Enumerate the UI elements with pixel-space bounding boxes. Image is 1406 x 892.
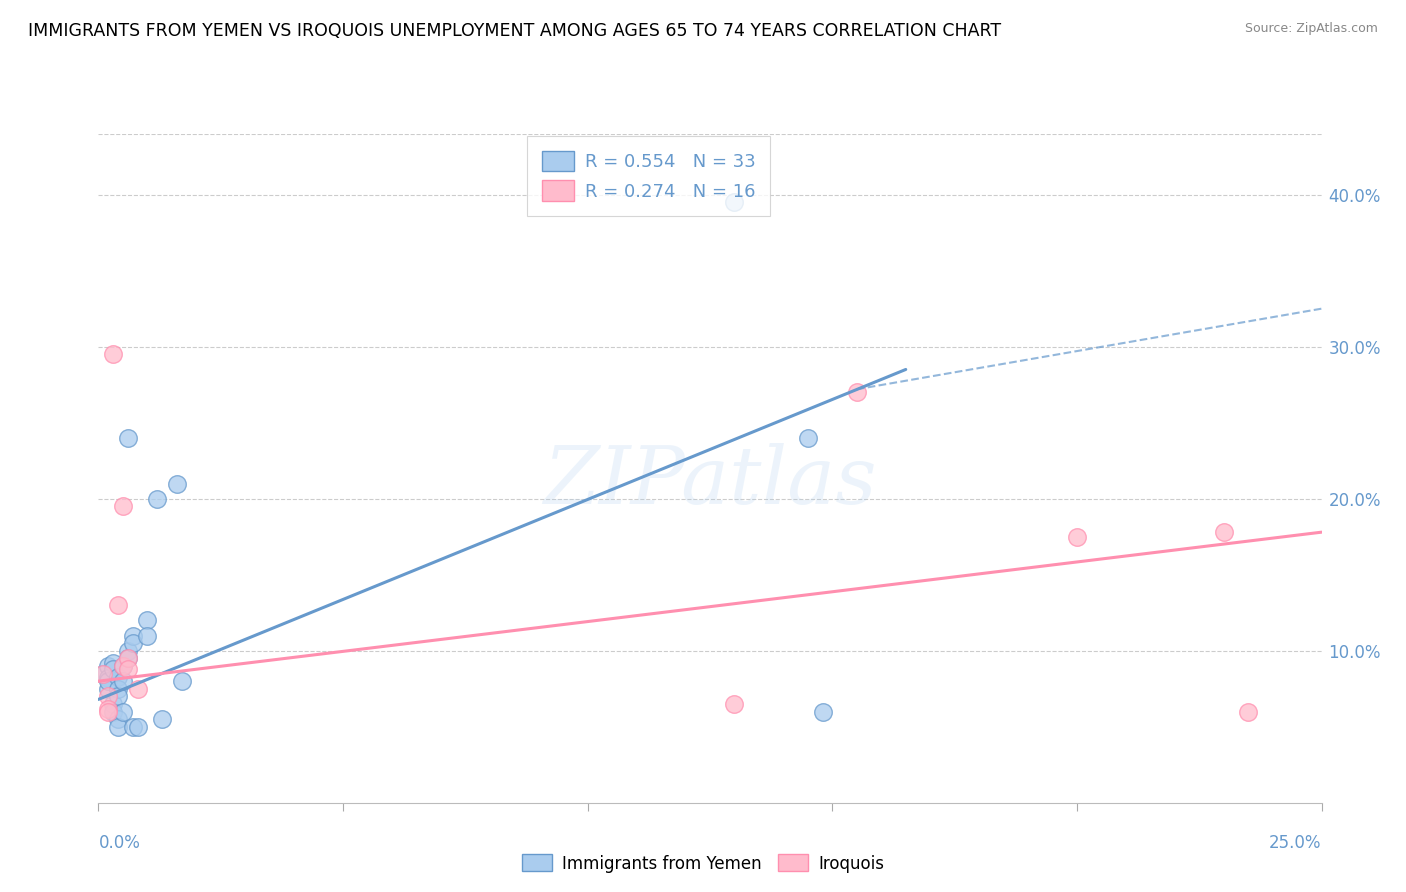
- Point: [97, 690, 120, 704]
- Point: [107, 598, 129, 612]
- Point: [150, 712, 173, 726]
- Point: [121, 720, 143, 734]
- Point: [97, 681, 120, 696]
- Point: [136, 613, 159, 627]
- Text: IMMIGRANTS FROM YEMEN VS IROQUOIS UNEMPLOYMENT AMONG AGES 65 TO 74 YEARS CORRELA: IMMIGRANTS FROM YEMEN VS IROQUOIS UNEMPL…: [28, 22, 1001, 40]
- Point: [723, 697, 745, 711]
- Point: [170, 674, 193, 689]
- Point: [97, 674, 120, 689]
- Point: [111, 659, 134, 673]
- Point: [117, 644, 139, 658]
- Point: [1066, 530, 1088, 544]
- Point: [107, 712, 129, 726]
- Point: [111, 659, 134, 673]
- Point: [101, 662, 124, 676]
- Point: [811, 705, 834, 719]
- Point: [107, 681, 129, 696]
- Legend: R = 0.554   N = 33, R = 0.274   N = 16: R = 0.554 N = 33, R = 0.274 N = 16: [527, 136, 770, 216]
- Point: [117, 662, 139, 676]
- Point: [97, 671, 120, 685]
- Point: [136, 628, 159, 642]
- Point: [111, 705, 134, 719]
- Point: [1237, 705, 1260, 719]
- Point: [107, 690, 129, 704]
- Legend: Immigrants from Yemen, Iroquois: Immigrants from Yemen, Iroquois: [515, 847, 891, 880]
- Point: [797, 431, 820, 445]
- Point: [845, 385, 868, 400]
- Point: [117, 651, 139, 665]
- Point: [121, 636, 143, 650]
- Text: ZIPatlas: ZIPatlas: [543, 443, 877, 520]
- Point: [101, 705, 124, 719]
- Point: [111, 500, 134, 514]
- Point: [117, 431, 139, 445]
- Text: 0.0%: 0.0%: [98, 834, 141, 852]
- Point: [127, 681, 149, 696]
- Point: [97, 701, 120, 715]
- Point: [107, 670, 129, 684]
- Point: [91, 666, 114, 681]
- Point: [146, 491, 169, 506]
- Point: [107, 720, 129, 734]
- Point: [101, 347, 124, 361]
- Text: Source: ZipAtlas.com: Source: ZipAtlas.com: [1244, 22, 1378, 36]
- Point: [101, 656, 124, 670]
- Point: [117, 651, 139, 665]
- Point: [723, 195, 745, 210]
- Point: [101, 697, 124, 711]
- Text: 25.0%: 25.0%: [1270, 834, 1322, 852]
- Point: [91, 666, 114, 681]
- Point: [166, 476, 188, 491]
- Point: [127, 720, 149, 734]
- Point: [97, 659, 120, 673]
- Point: [1212, 525, 1234, 540]
- Point: [121, 628, 143, 642]
- Point: [97, 705, 120, 719]
- Point: [111, 674, 134, 689]
